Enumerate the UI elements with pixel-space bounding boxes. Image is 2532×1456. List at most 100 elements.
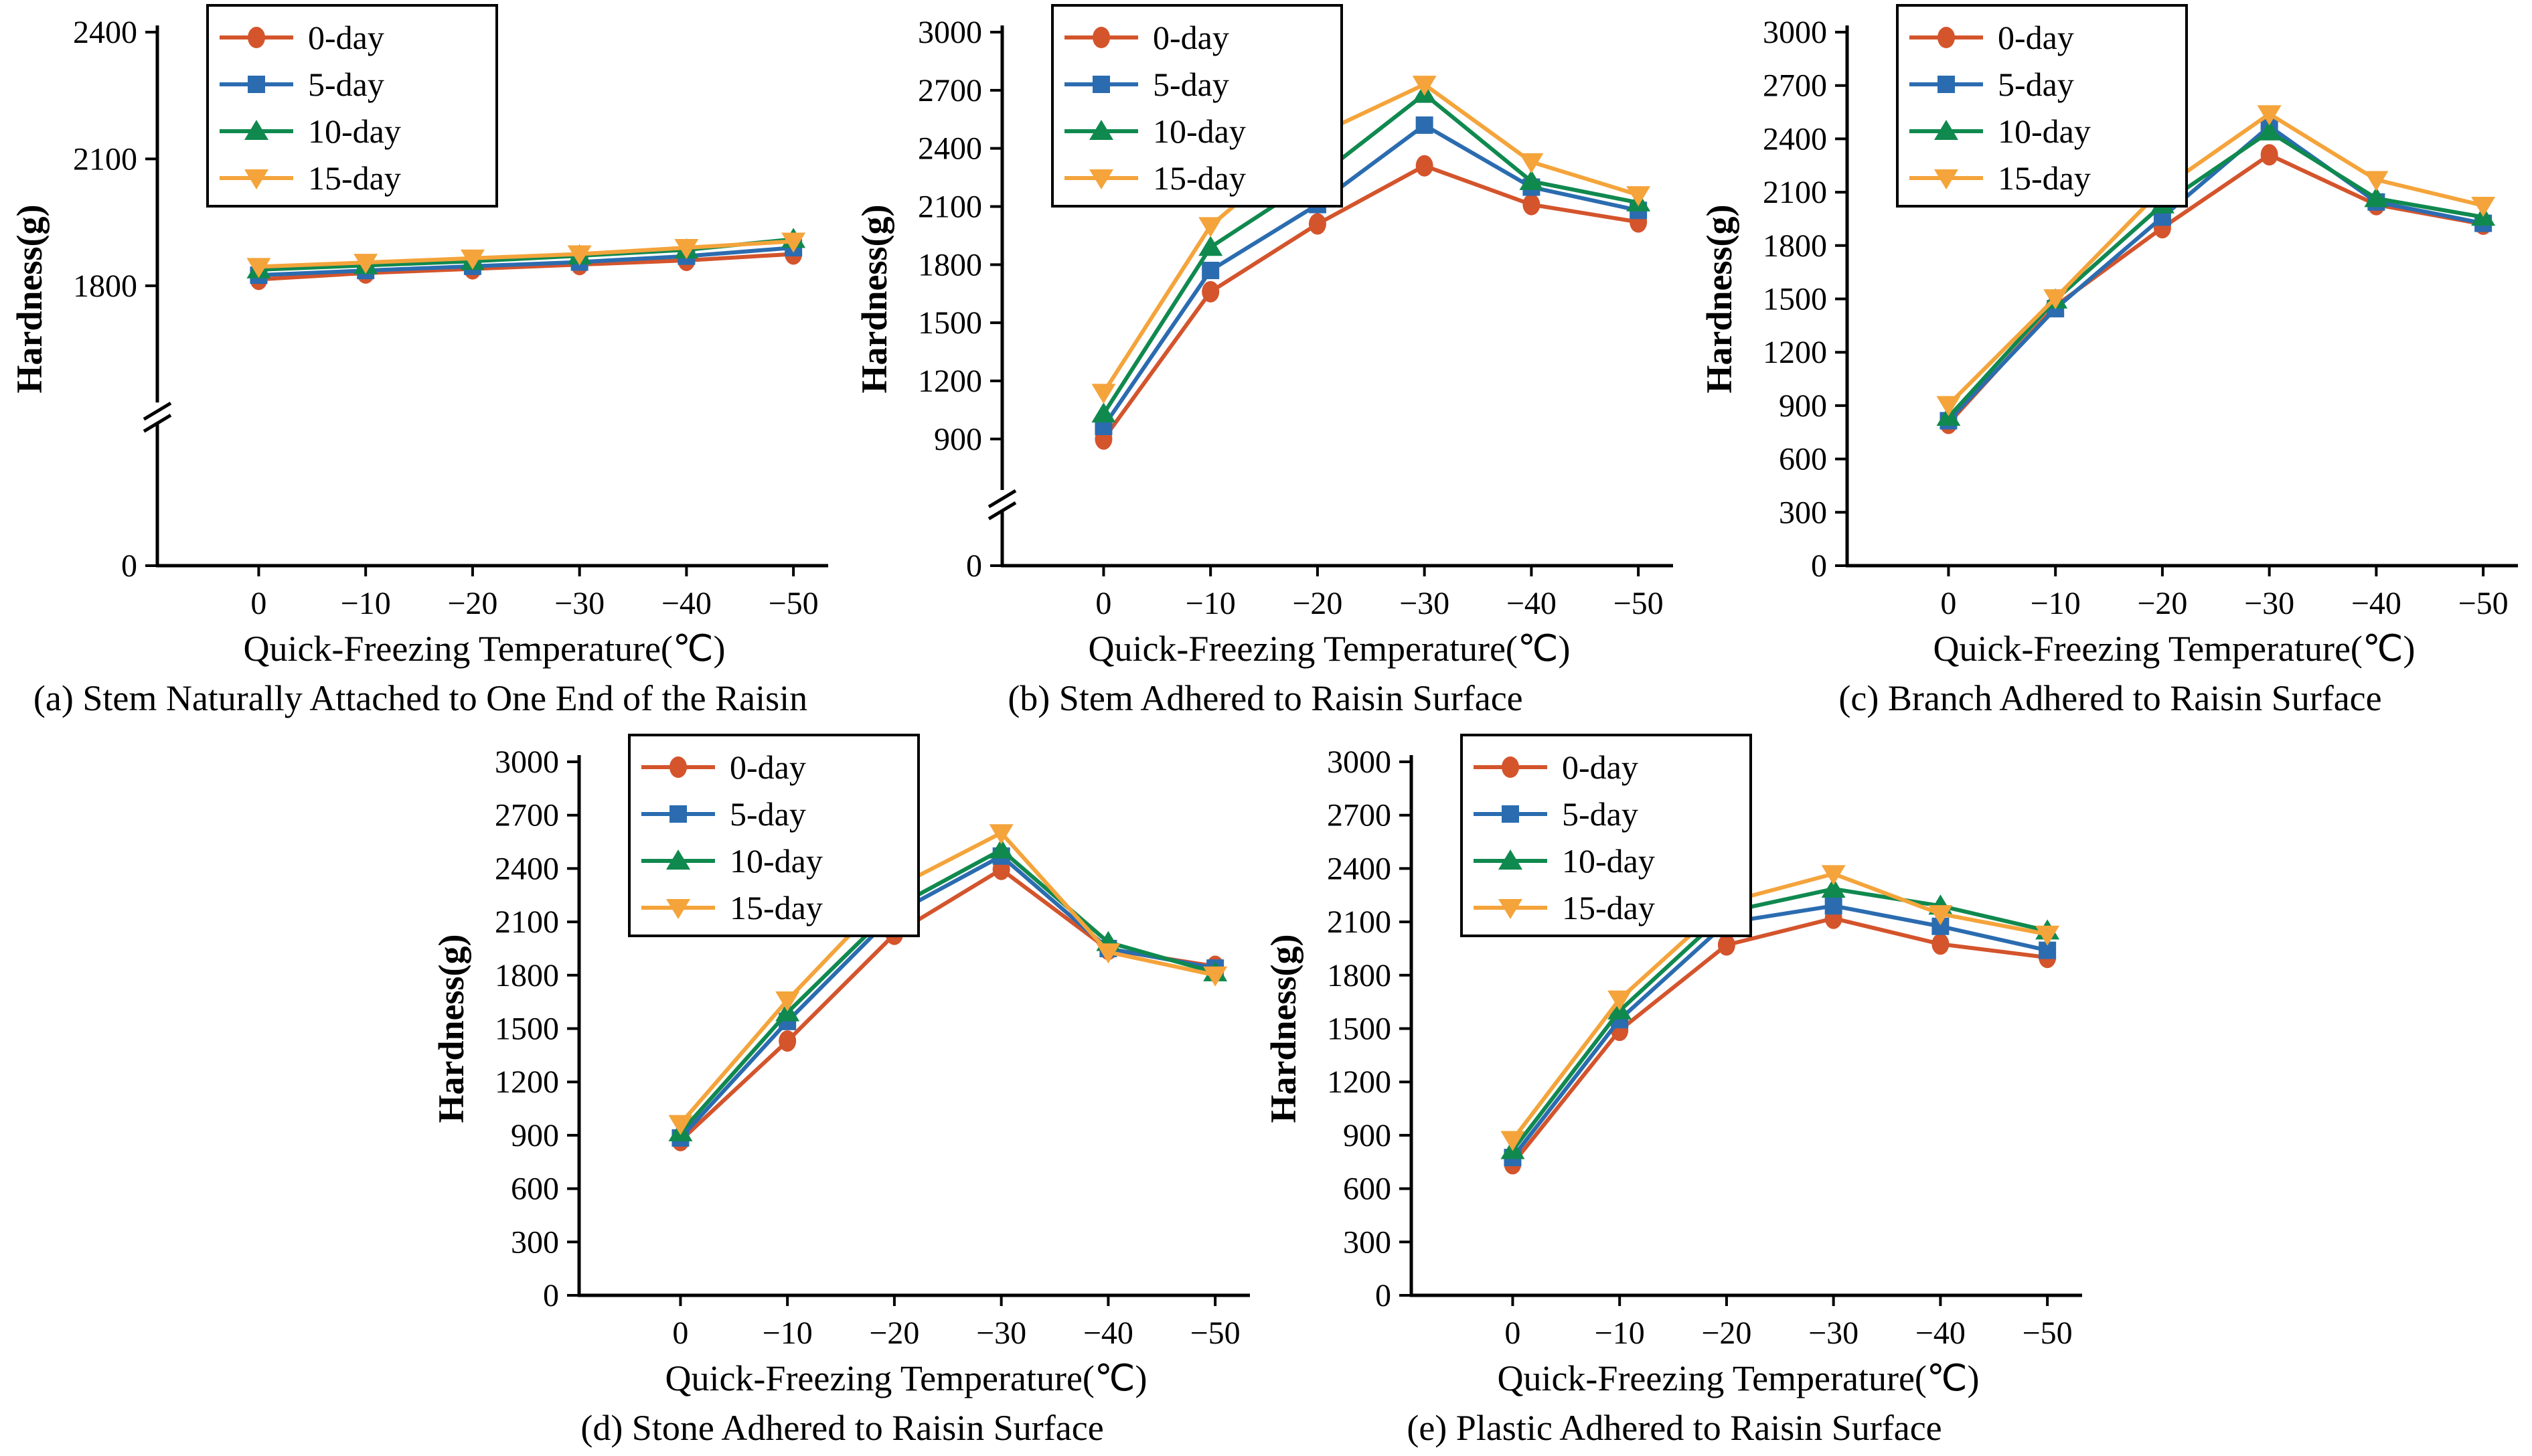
legend-entry-15-day: 15-day bbox=[1064, 159, 1246, 197]
legend-label: 5-day bbox=[308, 66, 384, 103]
legend-label: 10-day bbox=[1153, 112, 1246, 150]
legend-label: 15-day bbox=[730, 889, 823, 926]
legend-label: 15-day bbox=[1998, 159, 2091, 197]
x-tick-label: −10 bbox=[763, 1315, 813, 1351]
y-tick-label: 900 bbox=[1779, 388, 1827, 424]
chart-b-plot: 0 900 1200 1500 1800 2100 2400 2700 3000 0 −10 −20 −… bbox=[854, 4, 1673, 669]
legend-label: 10-day bbox=[308, 112, 401, 150]
y-tick-label: 0 bbox=[1375, 1278, 1391, 1313]
chart-a: 0 1800 2100 2400 0 −10 −20 −30 −40 −50 Quick-Freez… bbox=[0, 0, 841, 726]
y-tick-label: 2400 bbox=[495, 851, 559, 886]
y-tick-label: 1200 bbox=[918, 363, 982, 399]
y-axis-title: Hardness(g) bbox=[431, 935, 471, 1123]
x-tick-label: −10 bbox=[341, 586, 391, 621]
y-tick-label: 3000 bbox=[918, 15, 982, 50]
chart-b: 0 900 1200 1500 1800 2100 2400 2700 3000 0 −10 −20 −… bbox=[845, 0, 1686, 726]
legend-entry-15-day: 15-day bbox=[1909, 159, 2091, 197]
chart-a-plot: 0 1800 2100 2400 0 −10 −20 −30 −40 −50 Quick-Freez… bbox=[9, 4, 828, 669]
chart-c-plot: 0 300 600 900 1200 1500 1800 2100 2400 2700 3000 0 −… bbox=[1699, 4, 2518, 669]
y-axis-ticks: 0 1800 2100 2400 bbox=[73, 15, 157, 584]
x-axis-ticks: 0 −10 −20 −30 −40 −50 bbox=[250, 566, 819, 621]
y-tick-label: 600 bbox=[511, 1171, 559, 1207]
legend-label: 15-day bbox=[1562, 889, 1655, 926]
x-axis-ticks: 0 −10 −20 −30 −40 −50 bbox=[1095, 566, 1664, 621]
legend-label: 10-day bbox=[730, 842, 823, 880]
chart-e-caption: (e) Plastic Adhered to Raisin Surface bbox=[1407, 1408, 1942, 1448]
legend-entry-0-day: 0-day bbox=[641, 748, 806, 786]
legend: 0-day 5-day 10-day 15-day bbox=[1051, 4, 1343, 208]
x-tick-label: 0 bbox=[672, 1315, 688, 1351]
chart-d-caption: (d) Stone Adhered to Raisin Surface bbox=[580, 1408, 1104, 1448]
x-tick-label: −40 bbox=[1083, 1315, 1133, 1351]
y-tick-label: 0 bbox=[543, 1278, 559, 1313]
y-tick-label: 1800 bbox=[495, 958, 559, 993]
chart-b-caption: (b) Stem Adhered to Raisin Surface bbox=[1008, 678, 1523, 718]
legend-label: 10-day bbox=[1562, 842, 1655, 880]
x-axis-title: Quick-Freezing Temperature(℃) bbox=[1497, 1358, 1979, 1398]
legend-entry-15-day: 15-day bbox=[641, 889, 823, 926]
legend-label: 5-day bbox=[730, 795, 806, 833]
y-axis-title: Hardness(g) bbox=[9, 205, 50, 394]
y-tick-label: 300 bbox=[1779, 495, 1827, 530]
y-tick-label: 2700 bbox=[495, 798, 559, 833]
legend-entry-5-day: 5-day bbox=[1909, 66, 2074, 103]
y-tick-label: 2700 bbox=[1327, 798, 1391, 833]
y-axis-ticks: 0 300 600 900 1200 1500 1800 2100 2400 2700 3000 bbox=[1763, 15, 1847, 584]
series-5-day bbox=[1504, 897, 2057, 1167]
legend-entry-5-day: 5-day bbox=[220, 66, 384, 103]
legend-label: 5-day bbox=[1562, 795, 1638, 833]
legend-entry-10-day: 10-day bbox=[1909, 112, 2091, 150]
x-tick-label: 0 bbox=[1940, 586, 1956, 621]
y-tick-label: 3000 bbox=[1327, 744, 1391, 780]
y-axis-title: Hardness(g) bbox=[854, 205, 894, 394]
y-axis-ticks: 0 900 1200 1500 1800 2100 2400 2700 3000 bbox=[918, 15, 1002, 584]
legend-entry-15-day: 15-day bbox=[1474, 889, 1655, 926]
y-axis-title: Hardness(g) bbox=[1699, 205, 1739, 394]
legend-label: 10-day bbox=[1998, 112, 2091, 150]
legend-entry-0-day: 0-day bbox=[1474, 748, 1638, 786]
x-tick-label: −20 bbox=[1701, 1315, 1751, 1351]
chart-e-plot: 0 300 600 900 1200 1500 1800 2100 2400 2700 3000 0 −… bbox=[1263, 734, 2082, 1398]
x-tick-label: −30 bbox=[1808, 1315, 1858, 1351]
y-tick-label: 1500 bbox=[918, 305, 982, 341]
y-tick-label: 2400 bbox=[1327, 851, 1391, 886]
y-tick-label: 300 bbox=[1343, 1224, 1391, 1260]
x-tick-label: −10 bbox=[2031, 586, 2081, 621]
y-tick-label: 1800 bbox=[918, 247, 982, 282]
x-tick-label: 0 bbox=[1095, 586, 1111, 621]
legend-entry-15-day: 15-day bbox=[220, 159, 401, 197]
x-tick-label: −10 bbox=[1595, 1315, 1645, 1351]
chart-a-caption: (a) Stem Naturally Attached to One End o… bbox=[33, 678, 808, 718]
x-tick-label: −50 bbox=[1190, 1315, 1241, 1351]
x-tick-label: −10 bbox=[1186, 586, 1236, 621]
legend-label: 0-day bbox=[308, 19, 384, 56]
y-tick-label: 1200 bbox=[1327, 1064, 1391, 1100]
legend: 0-day 5-day 10-day 15-day bbox=[206, 4, 498, 208]
legend: 0-day 5-day 10-day 15-day bbox=[1460, 734, 1752, 937]
legend-entry-10-day: 10-day bbox=[1064, 112, 1246, 150]
y-tick-label: 2400 bbox=[918, 131, 982, 167]
y-tick-label: 1200 bbox=[1763, 335, 1827, 370]
legend-label: 0-day bbox=[1998, 19, 2074, 56]
y-tick-label: 2100 bbox=[918, 189, 982, 224]
chart-d-canvas: 0 300 600 900 1200 1500 1800 2100 2400 2700 3000 0 −… bbox=[422, 730, 1263, 1406]
x-tick-label: −50 bbox=[2023, 1315, 2073, 1351]
y-tick-label: 1200 bbox=[495, 1064, 559, 1100]
x-tick-label: −30 bbox=[2244, 586, 2294, 621]
y-tick-label: 600 bbox=[1343, 1171, 1391, 1207]
chart-d-plot: 0 300 600 900 1200 1500 1800 2100 2400 2700 3000 0 −… bbox=[431, 734, 1250, 1398]
y-tick-label: 2100 bbox=[1327, 904, 1391, 940]
legend-label: 0-day bbox=[730, 748, 806, 786]
y-tick-label: 1500 bbox=[495, 1012, 559, 1047]
legend-label: 5-day bbox=[1998, 66, 2074, 103]
legend-entry-10-day: 10-day bbox=[220, 112, 401, 150]
y-tick-label: 1800 bbox=[73, 268, 137, 304]
y-tick-label: 900 bbox=[1343, 1118, 1391, 1153]
legend-entry-0-day: 0-day bbox=[1064, 19, 1229, 56]
y-axis-ticks: 0 300 600 900 1200 1500 1800 2100 2400 2700 3000 bbox=[495, 744, 579, 1313]
y-tick-label: 3000 bbox=[495, 744, 559, 780]
y-axis-title: Hardness(g) bbox=[1263, 935, 1303, 1123]
x-tick-label: −50 bbox=[2458, 586, 2509, 621]
y-tick-label: 300 bbox=[511, 1224, 559, 1260]
x-tick-label: −50 bbox=[1613, 586, 1664, 621]
